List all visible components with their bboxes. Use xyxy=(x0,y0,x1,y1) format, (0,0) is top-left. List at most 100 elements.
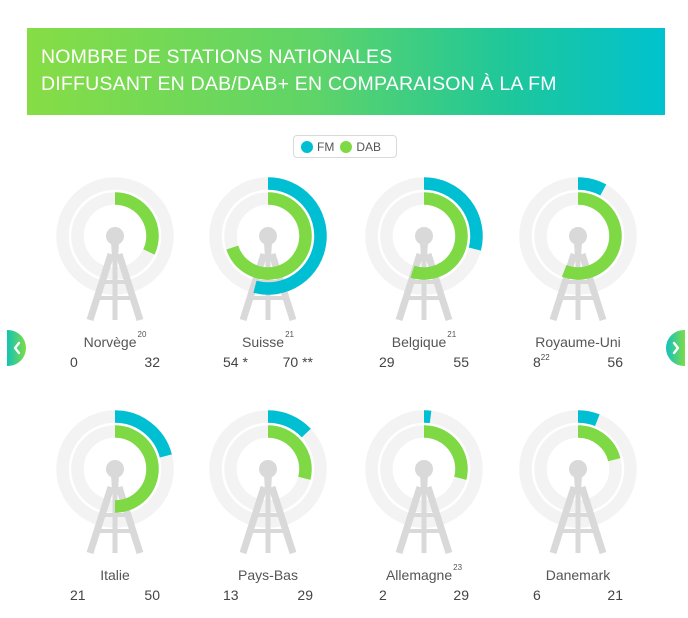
dab-arc xyxy=(114,192,159,255)
fm-dot-icon xyxy=(301,140,313,153)
title-line-2: DIFFUSANT EN DAB/DAB+ EN COMPARAISON À L… xyxy=(41,73,557,95)
fm-value: 2 xyxy=(379,587,387,603)
chevron-right-icon xyxy=(672,341,679,355)
dab-value-text: 29 xyxy=(297,587,313,603)
dab-value-text: 21 xyxy=(607,587,623,603)
fm-arc xyxy=(114,410,172,458)
dab-value: 29 xyxy=(453,587,469,603)
dab-value-text: 55 xyxy=(453,354,469,370)
country-name-text: Belgique xyxy=(391,334,447,350)
dab-arc xyxy=(577,425,621,462)
fm-value-text: 29 xyxy=(379,354,395,370)
dab-value-text: 29 xyxy=(453,587,469,603)
dab-value-text: 70 ** xyxy=(282,354,313,370)
fm-value-text: 13 xyxy=(223,587,239,603)
fm-value-text: 2 xyxy=(379,587,387,603)
radio-tower-icon xyxy=(395,460,453,555)
footnote-marker: 21 xyxy=(447,330,457,339)
radial-chart xyxy=(365,177,483,322)
country-name-text: Royaume-Uni xyxy=(535,334,621,350)
country-card: Suisse21 54 * 70 ** xyxy=(193,170,343,385)
fm-value-text: 8 xyxy=(533,354,541,370)
country-name: Allemagne23 xyxy=(349,563,499,583)
dab-value: 29 xyxy=(297,587,313,603)
radial-chart xyxy=(56,177,174,322)
footnote-marker: 21 xyxy=(285,330,294,339)
legend: FM DAB xyxy=(293,135,397,158)
fm-value-text: 21 xyxy=(70,587,86,603)
country-name-text: Allemagne xyxy=(385,567,453,583)
dab-arc xyxy=(423,425,468,480)
dab-arc xyxy=(114,425,159,513)
radial-chart xyxy=(209,410,327,555)
fm-arc xyxy=(577,410,600,427)
fm-value: 21 xyxy=(70,587,86,603)
footnote-marker: 23 xyxy=(453,563,463,572)
dab-arc xyxy=(226,192,312,280)
dab-value-text: 32 xyxy=(144,354,160,370)
radio-tower-icon xyxy=(86,227,144,322)
country-card: Pays-Bas 13 29 xyxy=(193,403,343,618)
country-name: Danemark xyxy=(503,567,653,583)
fm-value: 6 xyxy=(533,587,541,603)
legend-fm-label: FM xyxy=(317,139,335,154)
fm-arc xyxy=(267,410,311,438)
fm-value-text: 6 xyxy=(533,587,541,603)
country-name-text: Norvège xyxy=(83,334,137,350)
fm-arc xyxy=(577,177,607,196)
dab-value: 21 xyxy=(607,587,623,603)
dab-value: 50 xyxy=(144,587,160,603)
country-name-text: Pays-Bas xyxy=(238,567,298,583)
country-card: Danemark 6 21 xyxy=(503,403,653,618)
fm-value-text: 54 * xyxy=(223,354,248,370)
radio-tower-icon xyxy=(549,460,607,555)
dab-dot-icon xyxy=(340,140,353,153)
country-name-text: Italie xyxy=(100,567,130,583)
dab-arc xyxy=(561,192,622,280)
dab-value: 55 xyxy=(453,354,469,370)
country-name: Italie xyxy=(40,567,190,583)
legend-item-fm: FM xyxy=(301,140,334,154)
dab-value: 70 ** xyxy=(283,354,313,370)
fm-arc xyxy=(423,177,483,251)
chevron-left-icon xyxy=(13,341,20,355)
radial-chart xyxy=(365,410,483,555)
country-card: Royaume-Uni 822 56 xyxy=(503,170,653,385)
dab-arc xyxy=(410,192,468,280)
fm-value: 13 xyxy=(223,587,239,603)
country-name: Suisse21 xyxy=(193,330,343,350)
country-name-text: Danemark xyxy=(545,567,611,583)
radio-tower-icon xyxy=(239,460,297,555)
next-button[interactable] xyxy=(666,330,685,366)
country-name-text: Suisse xyxy=(242,334,285,350)
legend-item-dab: DAB xyxy=(340,140,381,154)
country-card: Norvège20 0 32 xyxy=(40,170,190,385)
footnote-marker: 20 xyxy=(137,330,147,339)
country-name: Norvège20 xyxy=(40,330,190,350)
footnote-marker: 22 xyxy=(540,353,550,362)
dab-value: 32 xyxy=(144,354,160,370)
fm-value: 0 xyxy=(70,354,78,370)
dab-arc xyxy=(267,425,312,480)
country-name: Pays-Bas xyxy=(193,567,343,583)
fm-value: 29 xyxy=(379,354,395,370)
dab-value: 56 xyxy=(607,354,623,370)
country-card: Belgique21 29 55 xyxy=(349,170,499,385)
legend-dab-label: DAB xyxy=(356,139,382,154)
fm-arc xyxy=(253,177,327,295)
title-line-1: NOMBRE DE STATIONS NATIONALES xyxy=(41,46,393,68)
country-name: Royaume-Uni xyxy=(503,334,653,350)
previous-button[interactable] xyxy=(7,330,26,366)
radial-chart xyxy=(209,177,327,322)
country-card: Italie 21 50 xyxy=(40,403,190,618)
country-card: Allemagne23 2 29 xyxy=(349,403,499,618)
fm-value-text: 0 xyxy=(70,354,78,370)
chart-title-banner: NOMBRE DE STATIONS NATIONALES DIFFUSANT … xyxy=(27,28,665,115)
radial-chart xyxy=(519,410,637,555)
radial-chart xyxy=(56,410,174,555)
dab-value-text: 50 xyxy=(144,587,160,603)
country-name: Belgique21 xyxy=(349,330,499,350)
radial-chart xyxy=(519,177,637,322)
fm-value: 822 xyxy=(533,353,550,370)
fm-value: 54 * xyxy=(223,354,248,370)
